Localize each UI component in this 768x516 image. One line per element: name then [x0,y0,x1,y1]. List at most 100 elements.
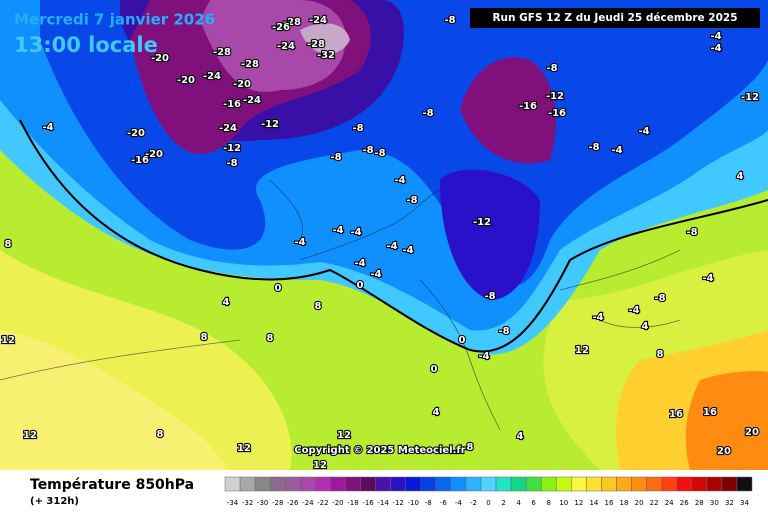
contour-label: -28 [283,17,301,28]
scale-label: 8 [546,499,550,507]
contour-label: 0 [275,283,282,294]
scale-swatch [601,476,617,492]
contour-label: -4 [354,258,365,269]
contour-label: 4 [737,171,744,182]
color-scale: -34 -32 -30 -28 -26 -24 -22 -20 -18 -16 -14 -12 -10-… [224,476,753,507]
contour-label: 8 [315,301,322,312]
contour-label: -24 [243,95,261,106]
scale-swatch [571,476,587,492]
contour-label: 20 [745,427,759,438]
contour-label: -4 [638,126,649,137]
contour-label: 8 [157,429,164,440]
time: 13:00 locale [14,33,158,57]
scale-label: 32 [725,499,734,507]
contour-label: -8 [374,148,385,159]
contour-label: -24 [219,123,237,134]
scale-label: -14 [377,499,389,507]
contour-label: 16 [703,407,717,418]
scale-swatch [676,476,693,492]
scale-label: -32 [242,499,253,507]
scale-swatch [631,476,647,492]
run-box [470,8,760,28]
scale-swatch [661,476,677,492]
contour-label: -8 [484,291,495,302]
contour-label: -8 [330,152,341,163]
scale-swatch [375,476,391,492]
scale-label: -24 [302,499,314,507]
contour-label: -12 [223,143,241,154]
contour-label: 0 [357,280,364,291]
scale-swatch [345,476,361,492]
contour-label: 4 [642,321,649,332]
scale-label: -10 [407,499,418,507]
contour-label: -24 [203,71,221,82]
scale-swatch [420,476,437,492]
scale-swatch [330,476,346,492]
contour-label: -4 [370,269,381,280]
scale-label: -18 [347,499,358,507]
scale-label: 28 [695,499,704,507]
scale-label: -2 [470,499,477,507]
scale-swatch [254,476,271,492]
scale-swatch [390,476,406,492]
contour-label: -4 [710,43,721,54]
scale-label: 26 [680,499,689,507]
scale-swatch [480,476,497,492]
contour-label: -26 [272,22,290,33]
scale-label: 4 [516,499,521,507]
scale-swatch [435,476,452,492]
contour-label: -4 [592,312,603,323]
scale-swatch [450,476,467,492]
copyright: Copyright © 2025 Meteociel.fr [294,445,465,456]
contour-label: -8 [498,326,509,337]
contour-label: -4 [350,227,361,238]
contour-label: 12 [313,460,327,471]
contour-label: -4 [611,145,622,156]
scale-swatch [706,476,723,492]
contour-label: -4 [42,122,53,133]
scale-label: 0 [486,499,490,507]
scale-label: 34 [740,499,749,507]
contour-label: -12 [261,119,279,130]
scale-label: -34 [227,499,239,507]
scale-label: -28 [272,499,283,507]
scale-label: 6 [531,499,536,507]
contour-label: -8 [352,123,363,134]
scale-label: 14 [589,499,598,507]
footer-title: Température 850hPa [30,477,194,493]
contour-label: 4 [433,407,440,418]
date: Mercredi 7 janvier 2026 [14,11,215,29]
contour-label: 20 [717,446,731,457]
scale-swatch [586,476,602,492]
scale-label: -8 [425,499,432,507]
contour-label: 12 [337,430,351,441]
map-background [0,0,768,470]
contour-label: -20 [233,79,251,90]
contour-label: -16 [548,108,566,119]
footer-lead: (+ 312h) [30,496,79,507]
contour-label: -20 [145,149,163,160]
contour-label: 12 [237,443,251,454]
scale-label: 22 [650,499,659,507]
contour-label: -4 [386,241,397,252]
contour-label: -4 [402,245,413,256]
scale-swatch [691,476,708,492]
scale-swatch [239,476,256,492]
scale-swatch [540,476,557,492]
contour-label: 12 [23,430,37,441]
contour-label: -20 [151,53,169,64]
contour-label: -8 [444,15,455,26]
scale-label: 10 [559,499,568,507]
contour-label: -16 [223,99,241,110]
contour-label: -16 [131,155,149,166]
contour-label: 0 [431,364,438,375]
contour-label: 12 [575,345,589,356]
scale-label: -6 [440,499,448,507]
scale-swatch [284,476,301,492]
scale-label: -4 [455,499,463,507]
scale-swatch [405,476,421,492]
contour-label: -4 [394,175,405,186]
scale-label: 20 [635,499,644,507]
scale-swatch [300,476,316,492]
scale-swatch [360,476,376,492]
